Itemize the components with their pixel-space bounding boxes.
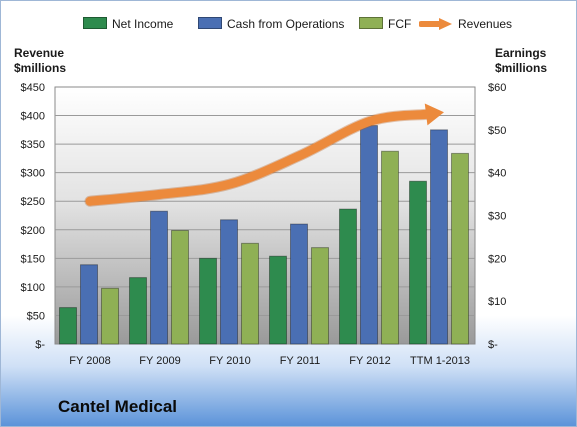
legend-cfo-swatch bbox=[198, 17, 222, 29]
legend-revenues-arrow-icon bbox=[419, 18, 452, 30]
x-tick-label: FY 2008 bbox=[69, 355, 110, 367]
legend-revenues-label: Revenues bbox=[458, 17, 513, 31]
legend-cash-from-operations: Cash from Operations bbox=[198, 17, 344, 31]
bar-cash-from-operations bbox=[80, 264, 98, 345]
legend-net-income-swatch bbox=[83, 17, 107, 29]
revenue-line bbox=[84, 103, 444, 207]
bar-net-income bbox=[339, 208, 357, 345]
legend-net-income: Net Income bbox=[83, 17, 173, 31]
right-axis-title: Earnings $millions bbox=[495, 46, 547, 76]
left-tick-label: $50 bbox=[27, 310, 45, 322]
legend-fcf: FCF bbox=[359, 17, 411, 31]
bar-fcf bbox=[241, 242, 259, 345]
right-tick-label: $- bbox=[488, 339, 498, 351]
bar-cash-from-operations bbox=[220, 219, 238, 345]
left-tick-label: $300 bbox=[21, 168, 45, 180]
x-tick-label: TTM 1-2013 bbox=[410, 355, 470, 367]
right-tick-label: $60 bbox=[488, 82, 506, 94]
left-tick-label: $100 bbox=[21, 282, 45, 294]
left-tick-label: $450 bbox=[21, 82, 45, 94]
company-name: Cantel Medical bbox=[58, 397, 178, 416]
legend-fcf-swatch bbox=[359, 17, 383, 29]
bar-net-income bbox=[269, 255, 287, 345]
plot-area bbox=[54, 86, 476, 345]
bar-cash-from-operations bbox=[360, 125, 378, 345]
bar-fcf bbox=[311, 247, 329, 345]
x-tick-label: FY 2010 bbox=[209, 355, 250, 367]
bar-fcf bbox=[171, 229, 189, 345]
bar-net-income bbox=[129, 277, 147, 345]
right-axis-title-line2: $millions bbox=[495, 61, 548, 75]
right-axis-title-line1: Earnings bbox=[495, 46, 547, 60]
legend-cfo-label: Cash from Operations bbox=[227, 17, 345, 31]
left-tick-label: $200 bbox=[21, 225, 45, 237]
revenue-arrowhead bbox=[424, 103, 444, 126]
legend-net-income-label: Net Income bbox=[112, 17, 174, 31]
bar-fcf bbox=[101, 287, 119, 345]
left-axis-title-line2: $millions bbox=[14, 61, 67, 75]
bar-net-income bbox=[199, 257, 217, 345]
left-tick-label: $350 bbox=[21, 139, 45, 151]
bar-net-income bbox=[409, 180, 427, 345]
x-tick-label: FY 2009 bbox=[139, 355, 180, 367]
right-tick-label: $20 bbox=[488, 253, 506, 265]
left-axis-title: Revenue $millions bbox=[14, 46, 66, 76]
left-tick-label: $400 bbox=[21, 111, 45, 123]
bar-net-income bbox=[59, 307, 77, 345]
bar-cash-from-operations bbox=[150, 210, 168, 345]
right-axis-ticks: $- $10 $20 $30 $40 $50 $60 bbox=[488, 82, 506, 351]
x-tick-label: FY 2011 bbox=[280, 355, 321, 367]
left-axis-title-line1: Revenue bbox=[14, 46, 65, 60]
left-tick-label: $- bbox=[35, 339, 45, 351]
legend-fcf-label: FCF bbox=[388, 17, 412, 31]
bar-fcf bbox=[381, 150, 399, 345]
bar-cash-from-operations bbox=[430, 129, 448, 345]
left-axis-ticks: $- $50 $100 $150 $200 $250 $300 $350 $400 $450 bbox=[21, 82, 46, 351]
bar-cash-from-operations bbox=[290, 223, 308, 345]
right-tick-label: $40 bbox=[488, 168, 506, 180]
left-tick-label: $150 bbox=[21, 253, 45, 265]
bar-fcf bbox=[451, 152, 469, 345]
right-tick-label: $50 bbox=[488, 125, 506, 137]
left-tick-label: $250 bbox=[21, 196, 45, 208]
x-tick-label: FY 2012 bbox=[349, 355, 390, 367]
right-tick-label: $10 bbox=[488, 296, 506, 308]
x-axis-ticks: FY 2008 FY 2009 FY 2010 FY 2011 FY 2012 TTM 1… bbox=[69, 355, 470, 367]
right-tick-label: $30 bbox=[488, 211, 506, 223]
legend-revenues: Revenues bbox=[419, 17, 512, 31]
bars bbox=[59, 125, 469, 345]
revenue-line-path bbox=[85, 109, 432, 206]
